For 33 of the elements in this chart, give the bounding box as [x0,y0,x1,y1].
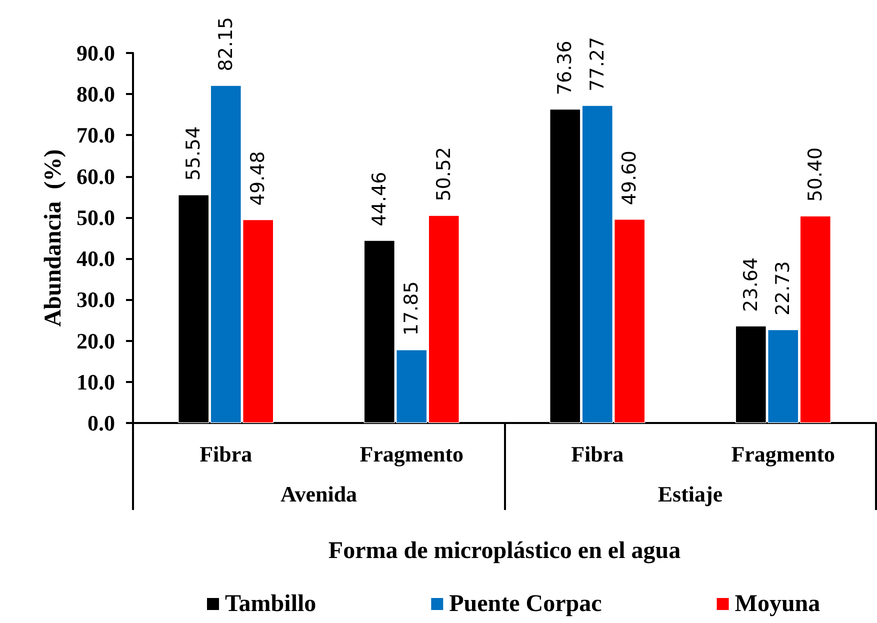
y-tick-label: 50.0 [76,204,115,230]
data-label: 22.73 [772,261,794,316]
legend-label: Puente Corpac [449,591,602,617]
data-label: 50.40 [804,147,826,202]
data-label: 49.48 [247,151,270,206]
y-tick-label: 10.0 [76,369,115,394]
data-label: 23.64 [740,257,762,312]
legend-label: Tambillo [225,591,316,617]
y-tick-label: 70.0 [76,122,115,148]
data-label: 49.60 [618,150,641,206]
text: Avenida [280,482,358,506]
x-tick-label: Fragmento [731,442,836,466]
y-tick-label: 60.0 [76,164,115,189]
data-label: 55.54 [182,126,205,181]
y-tick-label: 80.0 [76,82,115,107]
data-label: 77.27 [586,36,608,92]
x-tick-label: Fibra [571,442,624,466]
y-axis-title: Abundancia (%) [40,149,67,327]
x-axis-title: Forma de microplástico en el agua [328,538,681,564]
x-tick-label: Fibra [200,442,252,466]
text: Estiaje [658,482,723,506]
x-tick-label: Fragmento [360,442,464,466]
data-label: 82.15 [214,16,237,72]
data-label: 17.85 [400,281,423,336]
y-tick-label: 30.0 [76,287,115,312]
data-label: 44.46 [368,172,390,226]
data-label: 50.52 [432,146,455,202]
y-tick-label: 0.0 [88,410,115,436]
y-tick-label: 20.0 [76,328,115,354]
legend-label: Moyuna [734,591,820,617]
y-tick-label: 40.0 [76,246,115,272]
y-tick-label: 90.0 [76,40,115,66]
data-label: 76.36 [554,40,576,96]
